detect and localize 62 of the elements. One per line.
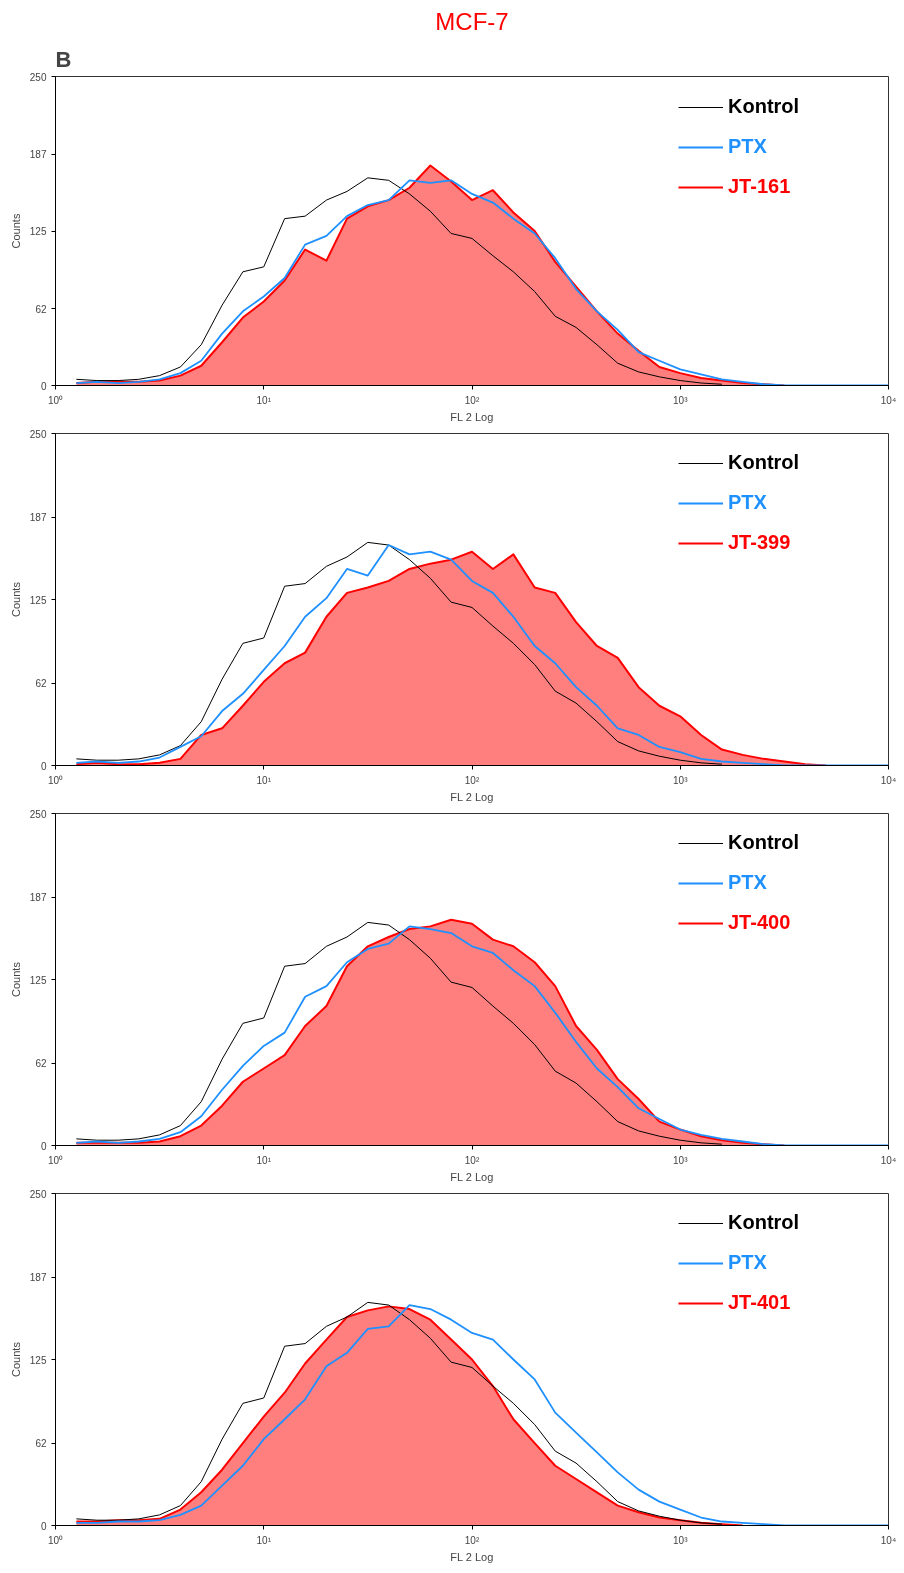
legend-label: JT-401: [728, 1291, 791, 1314]
y-tick-label: 187: [29, 512, 47, 524]
y-tick-label: 250: [29, 71, 47, 83]
legend-label: JT-161: [728, 175, 791, 198]
x-tick-label: 10¹: [256, 1154, 272, 1166]
x-tick-label: 10³: [673, 774, 689, 786]
legend-label: PTX: [728, 135, 767, 158]
y-tick-label: 125: [29, 974, 47, 986]
x-tick-label: 10⁰: [47, 394, 64, 406]
y-tick-label: 0: [40, 1520, 47, 1532]
y-tick-label: 62: [35, 1058, 47, 1070]
y-tick-label: 250: [29, 1188, 47, 1200]
x-tick-label: 10⁴: [880, 394, 897, 406]
legend-label: Kontrol: [728, 95, 800, 118]
y-tick-label: 0: [40, 380, 47, 392]
x-axis-title: FL 2 Log: [450, 410, 494, 423]
y-axis-title: Counts: [9, 961, 22, 997]
x-tick-label: 10²: [464, 1534, 480, 1546]
x-axis-title: FL 2 Log: [450, 1550, 494, 1563]
y-tick-label: 187: [29, 149, 47, 161]
y-tick-label: 62: [35, 1438, 47, 1450]
x-tick-label: 10³: [673, 1534, 689, 1546]
legend-label: JT-400: [728, 911, 791, 934]
x-tick-label: 10¹: [256, 394, 272, 406]
x-tick-label: 10⁴: [880, 1534, 897, 1546]
y-axis-title: Counts: [9, 1341, 22, 1377]
x-tick-label: 10⁴: [880, 1154, 897, 1166]
y-tick-label: 250: [29, 428, 47, 440]
x-tick-label: 10¹: [256, 1534, 272, 1546]
y-tick-label: 0: [40, 1140, 47, 1152]
legend-label: Kontrol: [728, 451, 800, 474]
y-tick-label: 187: [29, 1272, 47, 1284]
legend-label: Kontrol: [728, 1211, 800, 1234]
y-tick-label: 125: [29, 594, 47, 606]
legend-label: PTX: [728, 871, 767, 894]
legend-label: JT-399: [728, 531, 791, 554]
y-tick-label: 187: [29, 892, 47, 904]
y-tick-label: 62: [35, 303, 47, 315]
chart-title: MCF-7: [435, 7, 509, 35]
x-tick-label: 10³: [673, 1154, 689, 1166]
x-axis-title: FL 2 Log: [450, 1170, 494, 1183]
x-tick-label: 10¹: [256, 774, 272, 786]
y-axis-title: Counts: [9, 581, 22, 617]
y-tick-label: 62: [35, 678, 47, 690]
legend-label: PTX: [728, 491, 767, 514]
legend-label: PTX: [728, 1251, 767, 1274]
x-tick-label: 10²: [464, 394, 480, 406]
x-tick-label: 10³: [673, 394, 689, 406]
x-tick-label: 10⁰: [47, 774, 64, 786]
y-axis-title: Counts: [9, 213, 22, 249]
y-tick-label: 0: [40, 760, 47, 772]
text: B: [55, 46, 72, 72]
x-axis-title: FL 2 Log: [450, 790, 494, 803]
y-tick-label: 125: [29, 1354, 47, 1366]
x-tick-label: 10⁴: [880, 774, 897, 786]
y-tick-label: 250: [29, 808, 47, 820]
x-tick-label: 10⁰: [47, 1154, 64, 1166]
y-tick-label: 125: [29, 226, 47, 237]
x-tick-label: 10²: [464, 1154, 480, 1166]
legend-label: Kontrol: [728, 831, 800, 854]
x-tick-label: 10⁰: [47, 1534, 64, 1546]
x-tick-label: 10²: [464, 774, 480, 786]
